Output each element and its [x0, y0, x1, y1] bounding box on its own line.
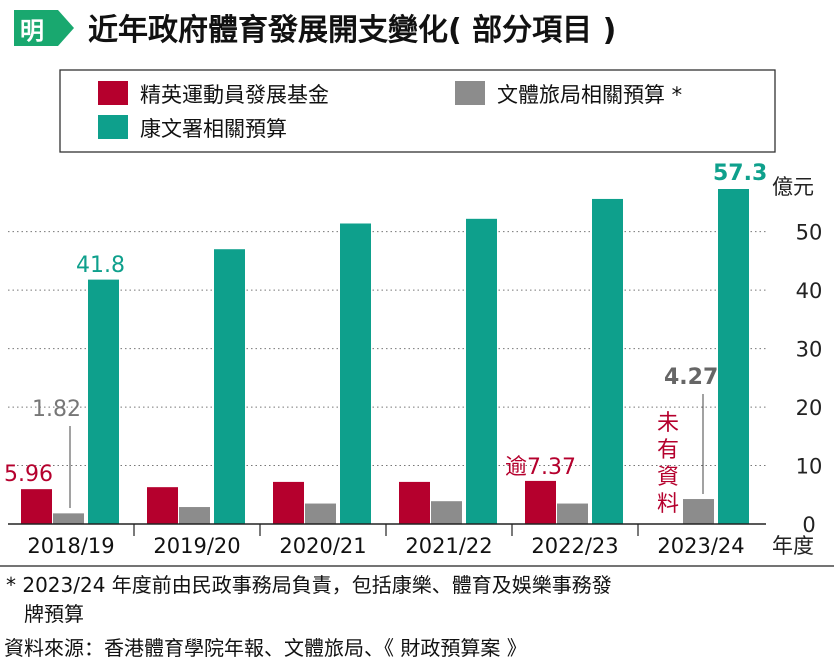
- newspaper-badge: 明: [14, 10, 74, 46]
- y-tick-label: 50: [796, 221, 823, 245]
- label-elite-2022: 逾7.37: [505, 455, 576, 480]
- label-elite-2018: 5.96: [4, 462, 53, 487]
- legend-swatch-lcsd: [98, 115, 128, 139]
- legend-item-lcsd: 康文署相關預算: [98, 115, 287, 141]
- bar-ctsb-4: [431, 501, 462, 524]
- x-tick-label: 2020/21: [279, 534, 366, 558]
- y-tick-label: 10: [796, 455, 823, 479]
- x-tick-label: 2022/23: [531, 534, 618, 558]
- no-data-char-1: 未: [657, 411, 679, 436]
- legend-item-ctsb: 文體旅局相關預算 *: [455, 81, 682, 107]
- label-lcsd-2023: 57.3: [713, 161, 767, 186]
- bar-elite-2: [147, 487, 178, 524]
- footnote-line-2: 牌預算: [24, 602, 84, 626]
- legend-label-elite: 精英運動員發展基金: [140, 83, 329, 107]
- label-ctsb-2018: 1.82: [32, 397, 81, 422]
- legend-swatch-ctsb: [455, 81, 485, 105]
- bar-ctsb-5: [557, 503, 588, 524]
- source-note: 資料來源：香港體育學院年報、文體旅局、《 財政預算案 》: [4, 636, 527, 660]
- annotations: 5.96 1.82 41.8 逾7.37 4.27 57.3 未 有 資 料: [4, 161, 767, 517]
- x-axis-unit: 年度: [772, 534, 814, 558]
- bar-lcsd-2: [214, 249, 245, 525]
- legend-label-lcsd: 康文署相關預算: [140, 117, 287, 141]
- legend-item-elite: 精英運動員發展基金: [98, 81, 329, 107]
- bar-ctsb-3: [305, 503, 336, 524]
- x-tick-labels: 2018/19 2019/20 2020/21 2021/22 2022/23 2023/…: [27, 534, 744, 558]
- bar-lcsd-1: [88, 279, 119, 524]
- badge-text: 明: [20, 17, 44, 45]
- bar-elite-1: [21, 489, 52, 524]
- label-lcsd-2018: 41.8: [76, 253, 125, 278]
- y-tick-label: 20: [796, 396, 823, 420]
- no-data-char-3: 資: [657, 465, 679, 490]
- bar-lcsd-3: [340, 223, 371, 524]
- bar-ctsb-1: [53, 513, 84, 524]
- bar-elite-4: [399, 481, 430, 524]
- chart-title: 近年政府體育發展開支變化( 部分項目 ): [88, 13, 616, 48]
- legend-label-ctsb: 文體旅局相關預算 *: [497, 83, 682, 107]
- bar-elite-3: [273, 481, 304, 524]
- y-tick-label: 40: [796, 279, 823, 303]
- gridlines: [8, 231, 766, 467]
- bar-lcsd-6: [718, 189, 749, 524]
- bar-ctsb-2: [179, 507, 210, 524]
- bar-lcsd-4: [466, 218, 497, 524]
- x-tick-label: 2023/24: [657, 534, 744, 558]
- no-data-char-2: 有: [657, 438, 679, 463]
- y-tick-labels: 0 10 20 30 40 50: [796, 221, 823, 537]
- x-tick-label: 2018/19: [27, 534, 114, 558]
- no-data-char-4: 料: [657, 492, 679, 517]
- y-tick-label: 30: [796, 338, 823, 362]
- legend-swatch-elite: [98, 81, 128, 105]
- bar-lcsd-5: [592, 198, 623, 525]
- x-axis-dividers: [133, 524, 639, 536]
- y-axis-unit: 億元: [772, 175, 814, 199]
- x-tick-label: 2019/20: [153, 534, 240, 558]
- footnote-line-1: * 2023/24 年度前由民政事務局負責，包括康樂、體育及娛樂事務發: [6, 573, 612, 597]
- x-tick-label: 2021/22: [405, 534, 492, 558]
- bar-elite-5: [525, 480, 556, 524]
- bars: [21, 189, 749, 525]
- label-ctsb-2023: 4.27: [664, 365, 718, 390]
- bar-ctsb-6: [683, 499, 714, 524]
- legend-box: [59, 69, 776, 153]
- label-no-data-2023: 未 有 資 料: [657, 411, 679, 517]
- y-tick-label: 0: [802, 513, 815, 537]
